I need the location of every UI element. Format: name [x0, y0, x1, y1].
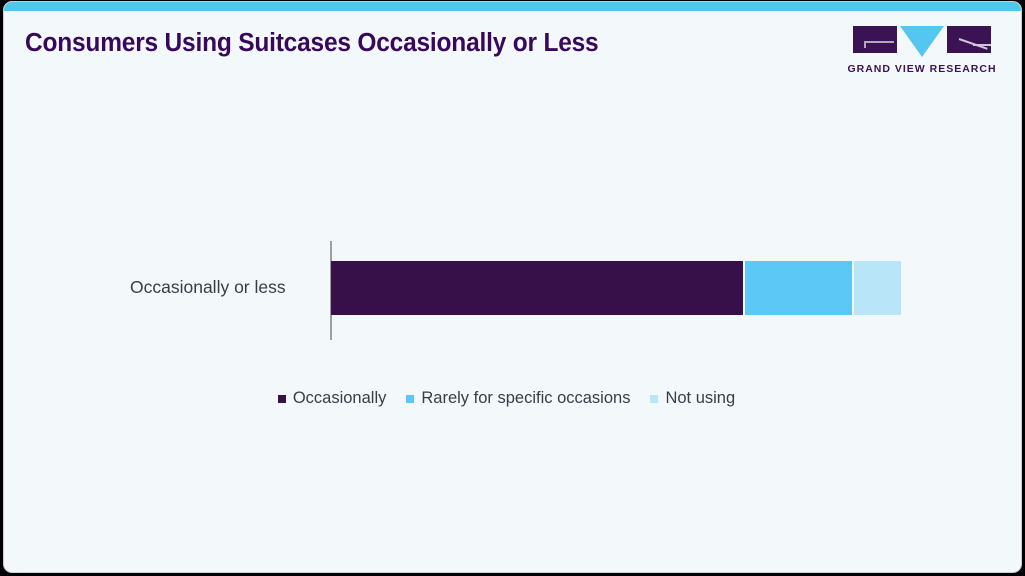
legend-item-occasionally[interactable]: Occasionally	[277, 389, 387, 408]
bar-segment-not-using[interactable]	[851, 261, 901, 315]
legend-swatch-rarely-for-specific-occasions	[406, 394, 415, 403]
logo-wordmark: GRAND VIEW RESEARCH	[847, 63, 997, 75]
legend-swatch-occasionally	[277, 394, 286, 403]
chart-card: Consumers Using Suitcases Occasionally o…	[3, 1, 1022, 573]
legend-swatch-not-using	[650, 394, 659, 403]
logo-mark-icon	[847, 26, 997, 58]
chart-legend: Occasionally Rarely for specific occasio…	[4, 389, 1021, 408]
legend-label-rarely-for-specific-occasions: Rarely for specific occasions	[421, 389, 631, 407]
bar-track	[331, 261, 901, 315]
brand-logo: GRAND VIEW RESEARCH	[847, 26, 997, 75]
page-title: Consumers Using Suitcases Occasionally o…	[25, 29, 599, 57]
stacked-bar-chart: Occasionally or less Occasionally Rarely…	[4, 2, 1021, 572]
category-label-occasionally-or-less: Occasionally or less	[130, 277, 286, 297]
legend-item-rarely-for-specific-occasions[interactable]: Rarely for specific occasions	[406, 389, 630, 408]
top-accent-bar	[4, 2, 1021, 11]
bar-segment-occasionally[interactable]	[331, 261, 744, 315]
logo-g-tick	[864, 41, 866, 48]
logo-triangle-icon	[900, 26, 944, 57]
legend-item-not-using[interactable]: Not using	[650, 389, 735, 408]
bar-segment-rarely-for-specific-occasions[interactable]	[743, 261, 852, 315]
logo-g-bar	[864, 41, 894, 43]
legend-label-occasionally: Occasionally	[292, 389, 387, 407]
logo-letter-r-icon	[947, 26, 991, 53]
logo-letter-g-icon	[853, 26, 897, 53]
y-axis-line	[330, 241, 332, 340]
logo-r-bar	[973, 44, 991, 46]
legend-label-not-using: Not using	[665, 389, 736, 407]
